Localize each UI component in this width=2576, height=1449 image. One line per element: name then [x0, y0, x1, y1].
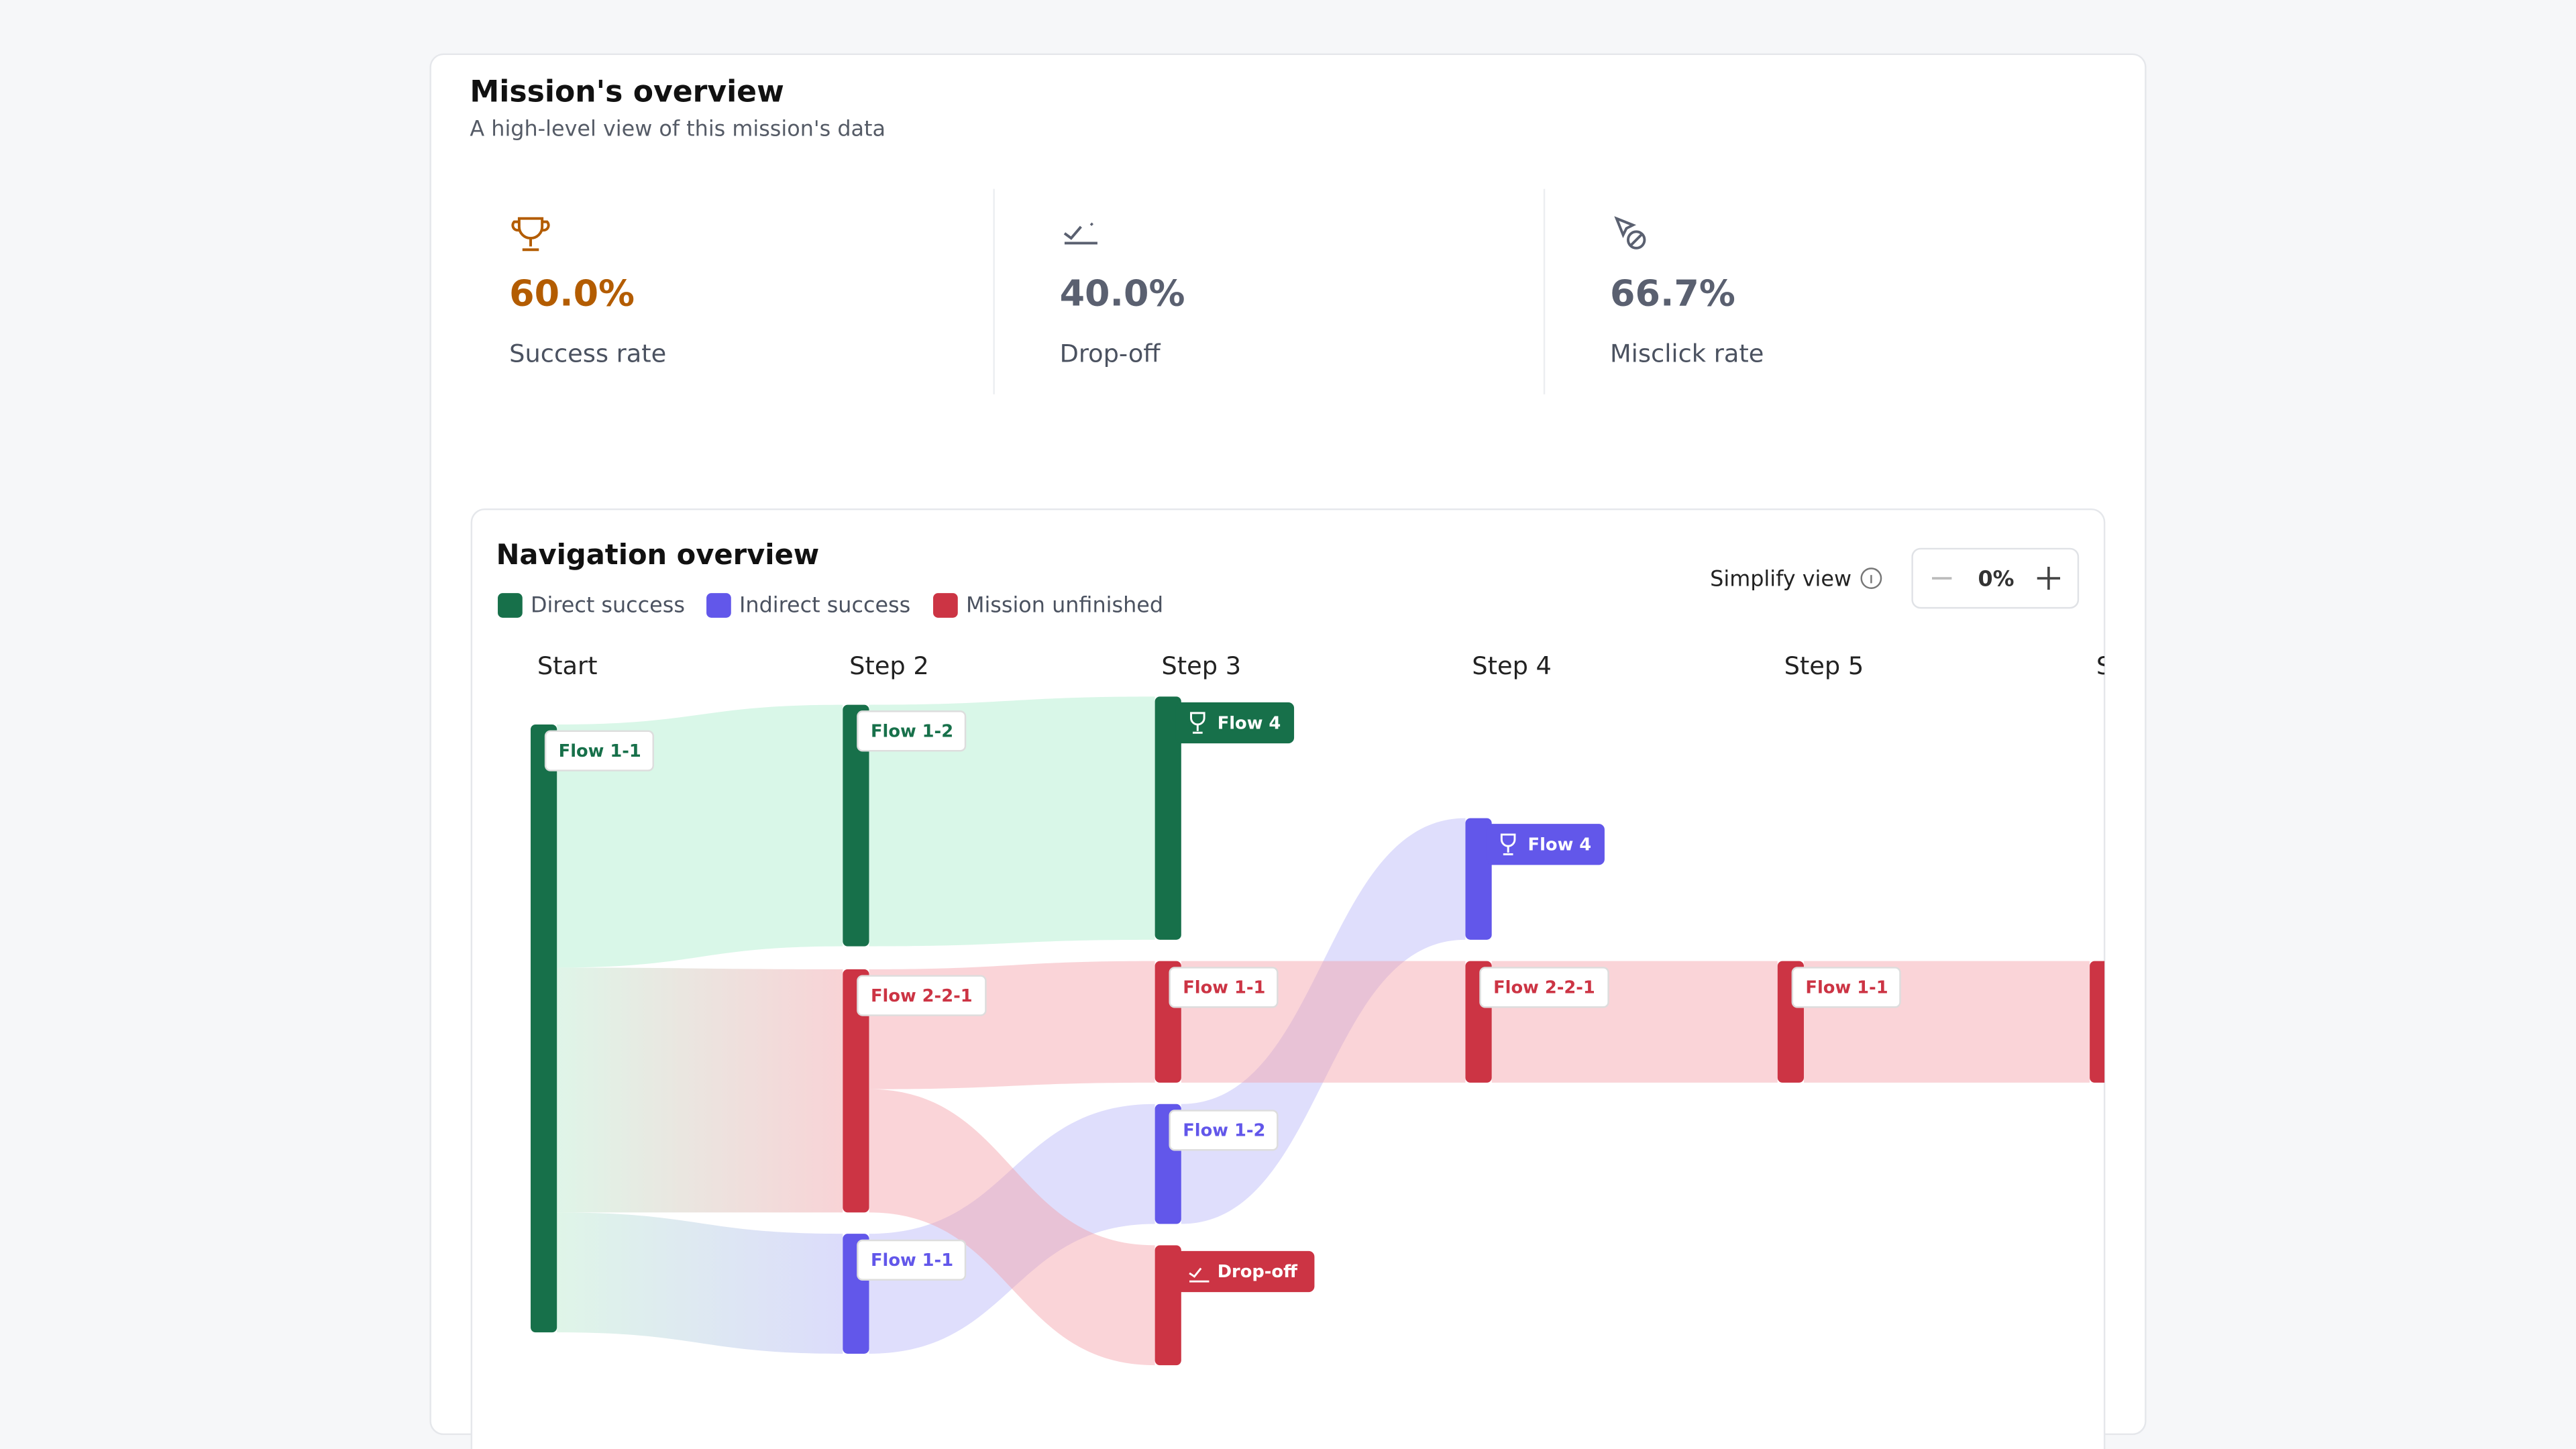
node-label: Flow 1-2	[1183, 1121, 1265, 1141]
metric-label: Success rate	[509, 339, 666, 368]
metric-label: Misclick rate	[1610, 339, 1764, 368]
legend-swatch	[498, 593, 523, 618]
metric-label: Drop-off	[1060, 339, 1161, 368]
info-icon	[1860, 568, 1882, 589]
simplify-label: Simplify view	[1710, 566, 1851, 591]
flow	[869, 1089, 1155, 1366]
node-label: Flow 1-1	[871, 1250, 953, 1271]
node-bar	[1465, 818, 1492, 940]
legend-swatch	[706, 593, 731, 618]
node-label: Flow 1-1	[1183, 978, 1265, 998]
flow	[869, 696, 1155, 947]
subtitle: A high-level view of this mission's data	[470, 115, 885, 141]
flow	[869, 1104, 1155, 1354]
trophy-icon	[1190, 712, 1205, 734]
node-label: Drop-off	[1218, 1262, 1298, 1282]
misclick-icon	[1614, 216, 1646, 250]
node-label-box	[544, 730, 654, 771]
sankey: Start Step 2 Step 3 Step 4 Step 5 S Flow 1-1 Fl…	[531, 651, 2112, 1366]
node-label: Flow 2-2-1	[1493, 978, 1595, 998]
node-label: Flow 2-2-1	[871, 986, 973, 1006]
node-label: Flow 1-2	[871, 722, 953, 742]
node-label-box	[857, 710, 967, 752]
simplify-value: 0%	[1978, 566, 2014, 591]
trophy-icon	[1500, 833, 1516, 855]
title: Mission's overview	[470, 75, 784, 109]
node-bar	[843, 969, 869, 1213]
node-label: Flow 1-1	[559, 741, 641, 761]
node-label-box	[1486, 824, 1605, 865]
metric-value: 60.0%	[509, 272, 635, 314]
step-label: Step 5	[1784, 651, 1864, 680]
node-bar	[2090, 961, 2105, 1083]
flow	[557, 967, 843, 1213]
nav-title: Navigation overview	[496, 538, 820, 571]
node-bar	[843, 704, 869, 947]
step-label: Step 3	[1161, 651, 1241, 680]
node-label-box	[1169, 967, 1279, 1008]
step-label: S	[2096, 651, 2112, 680]
step-label: Step 2	[849, 651, 929, 680]
metric-value: 66.7%	[1610, 272, 1735, 314]
node-label-box	[1175, 1250, 1315, 1293]
metric-value: 40.0%	[1060, 272, 1185, 314]
legend-label: Mission unfinished	[966, 592, 1163, 618]
node-label: Flow 4	[1218, 713, 1281, 733]
step-label: Step 4	[1472, 651, 1552, 680]
flow	[557, 1212, 843, 1354]
stepper	[1911, 547, 2080, 609]
legend-label: Direct success	[531, 592, 685, 618]
dropoff-icon	[1189, 1267, 1210, 1283]
node-label-box	[1169, 1110, 1279, 1151]
node-bar	[1155, 696, 1181, 940]
node-bar	[531, 724, 557, 1333]
node-label-box	[857, 1239, 967, 1281]
legend-swatch	[933, 593, 958, 618]
node-bar	[1155, 1245, 1181, 1366]
node-label-box	[857, 975, 987, 1016]
step-label: Start	[537, 651, 598, 680]
legend-label: Indirect success	[739, 592, 910, 618]
node-label-box	[1791, 967, 1901, 1008]
node-label: Flow 4	[1528, 835, 1592, 855]
trophy-icon	[511, 217, 550, 252]
dropoff-icon	[1063, 222, 1097, 245]
node-label: Flow 1-1	[1805, 978, 1888, 998]
increase-button[interactable]	[2037, 566, 2061, 590]
node-label-box	[1175, 702, 1295, 744]
node-label-box	[1479, 967, 1609, 1008]
